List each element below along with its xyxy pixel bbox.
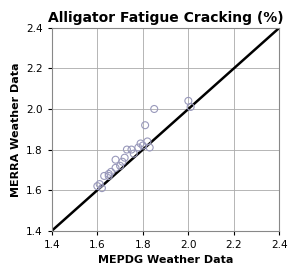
Point [141, 143, 145, 148]
Point [120, 160, 125, 164]
Point [113, 157, 118, 162]
Point [145, 139, 150, 144]
Point [106, 174, 111, 178]
Title: Alligator Fatigue Cracking (%): Alligator Fatigue Cracking (%) [48, 11, 283, 25]
Point [152, 107, 157, 111]
Point [143, 123, 147, 127]
Point [113, 166, 118, 170]
Point [118, 163, 122, 168]
Point [147, 145, 152, 150]
Point [106, 172, 111, 176]
Point [109, 170, 113, 174]
Point [188, 105, 193, 109]
Point [131, 152, 136, 156]
Point [122, 155, 127, 160]
Point [136, 145, 141, 150]
X-axis label: MEPDG Weather Data: MEPDG Weather Data [98, 255, 233, 265]
Point [129, 147, 134, 152]
Y-axis label: MERRA Weather Data: MERRA Weather Data [11, 62, 21, 197]
Point [186, 99, 191, 103]
Point [100, 186, 104, 190]
Point [97, 182, 102, 186]
Point [125, 147, 129, 152]
Point [138, 141, 143, 146]
Point [95, 184, 100, 188]
Point [102, 174, 107, 178]
